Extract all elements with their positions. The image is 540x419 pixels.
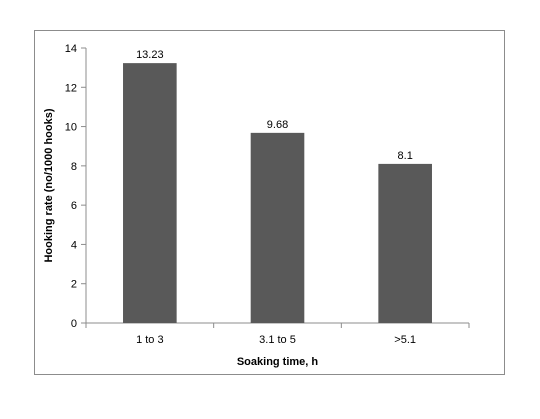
y-tick-label: 6 — [71, 200, 77, 212]
y-tick-label: 8 — [71, 161, 77, 173]
y-tick-label: 12 — [65, 82, 77, 94]
y-tick-label: 14 — [65, 43, 77, 55]
data-label: 13.23 — [136, 49, 164, 61]
x-axis-title: Soaking time, h — [237, 356, 319, 368]
y-tick-label: 4 — [71, 239, 77, 251]
x-tick-label: 3.1 to 5 — [259, 334, 296, 346]
bar — [378, 163, 432, 323]
x-tick-label: 1 to 3 — [136, 334, 164, 346]
y-tick-label: 10 — [65, 122, 77, 134]
y-axis-title: Hooking rate (no/1000 hooks) — [43, 108, 55, 262]
x-tick-label: >5.1 — [394, 334, 416, 346]
data-label: 9.68 — [267, 119, 288, 131]
bars — [123, 63, 432, 323]
y-axis: 0 2 4 6 8 10 12 14 — [65, 43, 87, 330]
data-label: 8.1 — [398, 150, 413, 162]
bar — [250, 132, 305, 323]
y-tick-label: 2 — [71, 279, 77, 291]
y-tick-label: 0 — [71, 318, 77, 330]
data-labels: 13.23 9.68 8.1 — [136, 49, 413, 162]
bar — [123, 63, 177, 323]
x-axis: 1 to 3 3.1 to 5 >5.1 — [85, 322, 470, 346]
